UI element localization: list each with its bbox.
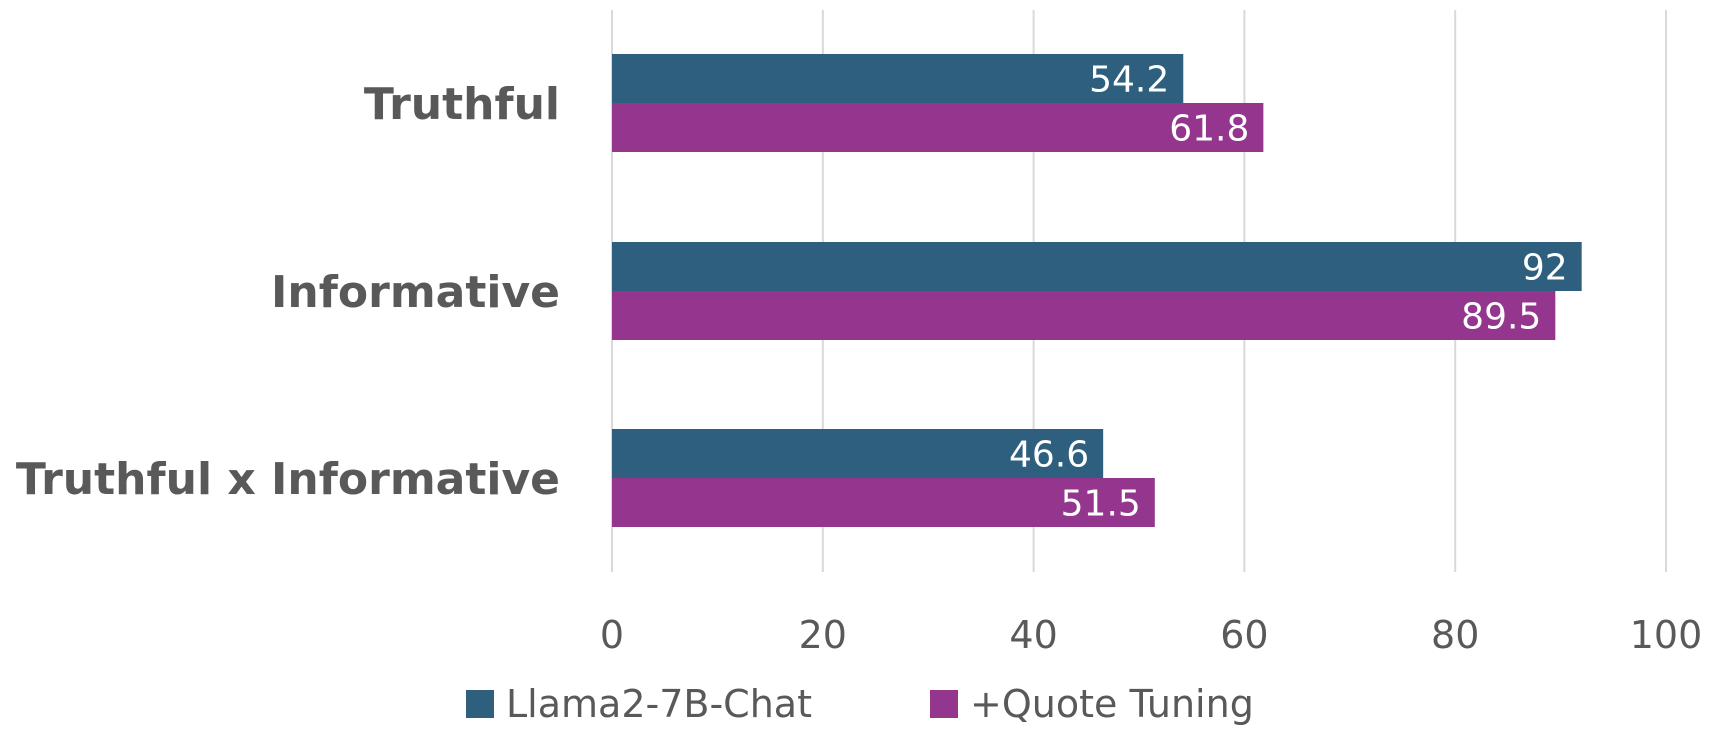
legend-label: Llama2-7B-Chat [506, 682, 812, 726]
legend-swatch [930, 690, 958, 718]
bar-llama2-1 [612, 242, 1582, 291]
category-label: Truthful x Informative [16, 454, 560, 505]
x-tick-label: 40 [1009, 613, 1057, 657]
x-tick-label: 20 [799, 613, 847, 657]
legend-swatch [466, 690, 494, 718]
legend-label: +Quote Tuning [970, 682, 1254, 726]
data-label: 51.5 [1061, 484, 1141, 525]
x-tick-label: 60 [1220, 613, 1268, 657]
data-label: 54.2 [1089, 60, 1169, 101]
bar-quote-tuning-1 [612, 291, 1556, 340]
data-label: 92 [1522, 248, 1568, 289]
x-tick-label: 80 [1431, 613, 1479, 657]
category-label: Informative [271, 267, 560, 318]
data-label: 89.5 [1461, 297, 1541, 338]
x-tick-label: 100 [1630, 613, 1703, 657]
x-tick-label: 0 [600, 613, 624, 657]
data-label: 61.8 [1169, 109, 1249, 150]
data-label: 46.6 [1009, 435, 1089, 476]
category-label: Truthful [364, 79, 560, 130]
bar-quote-tuning-2 [612, 478, 1155, 527]
bar-llama2-2 [612, 429, 1104, 478]
bar-llama2-0 [612, 54, 1184, 103]
bar-quote-tuning-0 [612, 103, 1264, 152]
